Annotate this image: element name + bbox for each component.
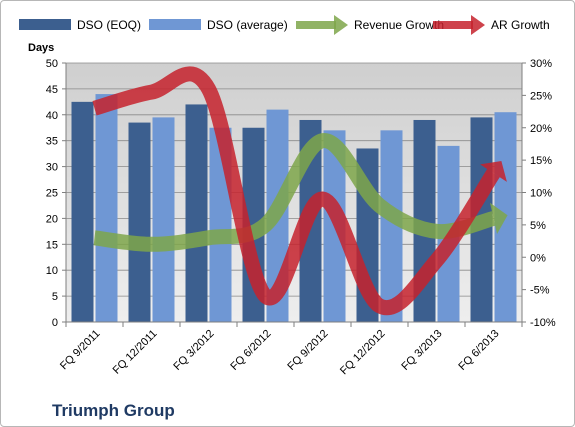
x-tick-label: FQ 12/2012 bbox=[338, 328, 388, 378]
x-tick-label: FQ 3/2013 bbox=[399, 328, 444, 373]
y2-tick-label: 0% bbox=[530, 252, 546, 264]
x-tick-label: FQ 9/2012 bbox=[285, 328, 330, 373]
revenue-growth-arrowhead bbox=[489, 202, 508, 235]
bar-dso-eoq bbox=[128, 122, 151, 322]
x-tick-label: FQ 3/2012 bbox=[171, 328, 216, 373]
y-tick-label: 5 bbox=[52, 291, 58, 303]
bar-dso-average bbox=[152, 117, 175, 322]
y2-tick-label: -10% bbox=[530, 317, 556, 329]
bar-dso-average bbox=[380, 130, 403, 322]
legend-label-revenue-growth: Revenue Growth bbox=[354, 18, 444, 32]
ar-growth-line bbox=[92, 66, 500, 316]
y-tick-label: 0 bbox=[52, 317, 58, 329]
chart-title: Triumph Group bbox=[52, 401, 175, 420]
x-tick-label: FQ 12/2011 bbox=[111, 328, 160, 377]
y-tick-label: 40 bbox=[46, 110, 58, 122]
y-tick-label: 20 bbox=[46, 213, 58, 225]
legend-swatch-dso-eoq- bbox=[19, 19, 71, 30]
y-tick-label: 50 bbox=[46, 58, 58, 70]
y2-tick-label: 5% bbox=[530, 220, 546, 232]
y2-tick-label: 30% bbox=[530, 58, 552, 70]
y-tick-label: 15 bbox=[46, 239, 58, 251]
y-tick-label: 35 bbox=[46, 136, 58, 148]
y-tick-label: 30 bbox=[46, 162, 58, 174]
y2-tick-label: 10% bbox=[530, 188, 552, 200]
x-tick-label: FQ 6/2012 bbox=[228, 328, 273, 373]
revenue-growth-line bbox=[93, 133, 496, 252]
legend-arrow-revenue-growth bbox=[334, 15, 348, 35]
legend: DSO (EOQ) DSO (average) Revenue Growth AR G… bbox=[19, 15, 550, 35]
growth-lines bbox=[92, 66, 508, 316]
y2-tick-label: 15% bbox=[530, 155, 552, 167]
bar-dso-eoq bbox=[71, 101, 94, 322]
legend-swatch-dso-average- bbox=[149, 19, 201, 30]
y-tick-label: 45 bbox=[46, 84, 58, 96]
legend-arrow-ar-growth bbox=[471, 15, 485, 35]
y2-tick-label: -5% bbox=[530, 285, 550, 297]
ar-growth-arrowhead bbox=[480, 161, 507, 182]
y2-tick-label: 20% bbox=[530, 123, 552, 135]
bar-dso-eoq bbox=[185, 104, 208, 322]
bar-dso-average bbox=[95, 94, 118, 322]
x-tick-label: FQ 9/2011 bbox=[58, 328, 103, 373]
legend-label-ar-growth: AR Growth bbox=[491, 18, 550, 32]
x-tick-label: FQ 6/2013 bbox=[456, 328, 501, 373]
legend-label-dso-eoq-: DSO (EOQ) bbox=[77, 18, 141, 32]
y-tick-label: 25 bbox=[46, 188, 58, 200]
y2-tick-label: 25% bbox=[530, 90, 552, 102]
y-axis-label: Days bbox=[28, 42, 54, 54]
legend-label-dso-average-: DSO (average) bbox=[207, 18, 288, 32]
y-tick-label: 10 bbox=[46, 265, 58, 277]
